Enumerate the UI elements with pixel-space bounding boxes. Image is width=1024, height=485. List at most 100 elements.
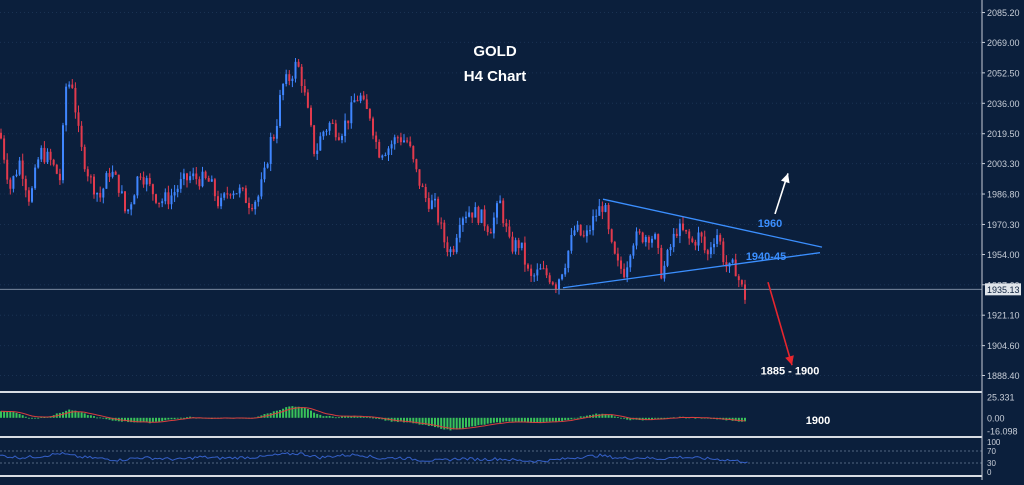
macd-bar — [9, 411, 12, 418]
bearish-candle — [737, 276, 740, 281]
macd-bar — [288, 406, 291, 418]
macd-bar — [362, 417, 365, 418]
macd-bar — [24, 416, 27, 418]
price-tick-label: 2069.00 — [987, 38, 1020, 48]
macd-bar — [365, 417, 368, 418]
macd-bar — [136, 417, 139, 423]
bullish-candle — [514, 240, 517, 252]
bearish-candle — [542, 268, 545, 270]
bullish-candle — [592, 216, 595, 231]
bullish-candle — [353, 100, 356, 103]
bearish-candle — [647, 236, 650, 243]
bearish-candle — [477, 207, 480, 223]
bearish-candle — [334, 123, 337, 138]
bearish-candle — [297, 61, 300, 67]
bullish-candle — [105, 173, 108, 189]
macd-bar — [505, 417, 508, 422]
macd-tick-label: 25.331 — [987, 392, 1015, 402]
bearish-candle — [272, 137, 275, 139]
level-annotation: 1940-45 — [746, 251, 786, 263]
bullish-candle — [496, 203, 498, 218]
bearish-candle — [511, 236, 514, 252]
macd-bar — [474, 417, 477, 427]
bearish-candle — [471, 212, 474, 218]
macd-bar — [629, 417, 632, 421]
macd-bar — [139, 417, 142, 423]
bullish-candle — [46, 151, 49, 163]
macd-bar — [62, 412, 64, 418]
bullish-candle — [285, 74, 288, 84]
bullish-candle — [536, 269, 539, 276]
price-tick-label: 1954.00 — [987, 250, 1020, 260]
bearish-candle — [93, 176, 95, 195]
macd-bar — [424, 417, 427, 425]
bullish-candle — [127, 209, 130, 212]
macd-bar — [449, 417, 452, 431]
bullish-candle — [257, 196, 260, 202]
macd-bar — [182, 417, 185, 419]
bearish-candle — [437, 198, 440, 223]
bullish-candle — [458, 224, 461, 238]
macd-bar — [6, 412, 9, 418]
macd-bar — [564, 417, 567, 421]
macd-bar — [341, 416, 343, 418]
macd-bar — [499, 417, 502, 423]
bullish-candle — [201, 171, 204, 187]
macd-bar — [421, 417, 424, 425]
macd-bar — [145, 417, 148, 423]
rsi-tick-label: 0 — [987, 468, 992, 477]
macd-bar — [18, 414, 21, 418]
bearish-candle — [195, 173, 198, 180]
bullish-candle — [468, 212, 471, 217]
macd-bar — [468, 417, 471, 427]
macd-bar — [539, 417, 542, 423]
bearish-candle — [251, 207, 254, 210]
macd-annotation: 1900 — [806, 415, 830, 427]
bullish-candle — [678, 223, 681, 236]
macd-bar — [412, 417, 415, 424]
macd-bar — [660, 417, 663, 419]
bullish-candle — [520, 242, 523, 249]
macd-bar — [148, 417, 151, 424]
bearish-candle — [375, 135, 378, 142]
bearish-candle — [424, 186, 427, 199]
macd-bar — [654, 417, 657, 419]
bearish-candle — [706, 250, 709, 255]
bullish-candle — [387, 148, 390, 155]
macd-bar — [554, 417, 557, 422]
bearish-candle — [700, 232, 703, 237]
bearish-candle — [368, 108, 371, 119]
price-tick-label: 1921.10 — [987, 311, 1020, 321]
bullish-candle — [130, 204, 133, 210]
bearish-candle — [508, 226, 511, 237]
macd-bar — [551, 417, 554, 422]
macd-bar — [502, 417, 505, 422]
macd-bar — [164, 417, 167, 421]
macd-bar — [300, 407, 303, 418]
bearish-candle — [489, 232, 492, 234]
macd-bar — [77, 412, 80, 418]
macd-bar — [573, 417, 576, 419]
bearish-candle — [207, 178, 210, 182]
bullish-candle — [279, 95, 281, 126]
bearish-candle — [142, 177, 145, 185]
macd-bar — [133, 417, 136, 423]
projection-arrows — [767, 173, 794, 366]
bearish-candle — [288, 74, 291, 81]
macd-bar — [34, 417, 37, 419]
bullish-candle — [210, 179, 213, 182]
bullish-candle — [291, 78, 294, 81]
macd-bar — [151, 417, 154, 423]
bullish-candle — [434, 198, 436, 201]
candlesticks — [0, 57, 746, 304]
bearish-candle — [452, 249, 455, 253]
macd-bar — [626, 417, 629, 420]
bullish-candle — [18, 160, 21, 175]
macd-bar — [155, 417, 157, 422]
macd-bar — [461, 417, 464, 429]
bullish-candle — [629, 255, 632, 268]
bullish-candle — [40, 147, 43, 160]
bearish-candle — [300, 66, 303, 86]
bearish-candle — [198, 179, 201, 187]
macd-bar — [350, 416, 353, 418]
